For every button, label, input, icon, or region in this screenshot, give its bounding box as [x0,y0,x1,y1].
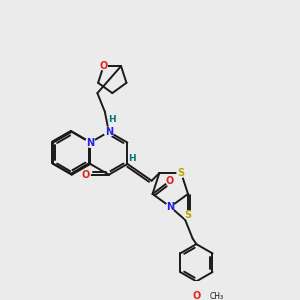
Text: CH₃: CH₃ [209,292,224,300]
Text: O: O [192,291,200,300]
Text: N: N [86,137,94,148]
Circle shape [193,292,200,300]
Circle shape [166,202,175,211]
Text: O: O [99,61,108,71]
Text: N: N [105,127,113,137]
Circle shape [104,127,113,136]
Text: H: H [108,116,115,124]
Text: S: S [178,168,185,178]
Circle shape [81,170,90,179]
Text: N: N [166,202,174,212]
Circle shape [100,62,107,70]
Circle shape [85,138,95,147]
Text: O: O [81,170,90,180]
Text: O: O [166,176,174,186]
Text: H: H [128,154,136,163]
Circle shape [166,177,173,185]
Circle shape [177,169,185,177]
Text: S: S [184,210,192,220]
Circle shape [184,212,192,219]
